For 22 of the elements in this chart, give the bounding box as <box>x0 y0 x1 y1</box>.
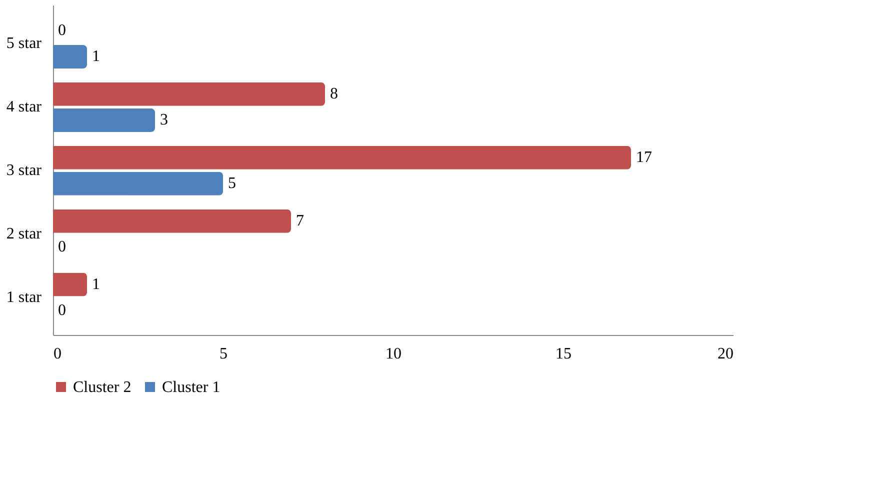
x-tick-label: 0 <box>54 346 62 362</box>
data-label: 7 <box>296 212 304 230</box>
y-tick-label: 1 star <box>6 288 42 306</box>
data-label: 0 <box>58 238 66 256</box>
data-label: 5 <box>228 175 236 192</box>
y-tick-label: 5 star <box>6 35 42 52</box>
legend-label: Cluster 2 <box>73 379 132 396</box>
x-tick-label: 5 <box>220 346 228 362</box>
data-label: 0 <box>58 22 66 40</box>
data-label: 0 <box>58 302 66 319</box>
legend-label: Cluster 1 <box>162 379 220 396</box>
x-tick-label: 20 <box>718 346 734 362</box>
data-label: 1 <box>92 48 100 66</box>
x-tick-label: 10 <box>386 346 402 362</box>
data-label: 8 <box>330 86 338 103</box>
x-tick-label: 15 <box>556 346 572 362</box>
y-tick-label: 3 star <box>6 162 42 179</box>
data-label: 3 <box>160 112 168 129</box>
data-label: 17 <box>636 148 652 166</box>
y-tick-label: 2 star <box>6 225 42 242</box>
data-label: 1 <box>92 276 100 293</box>
y-tick-label: 4 star <box>6 98 42 116</box>
